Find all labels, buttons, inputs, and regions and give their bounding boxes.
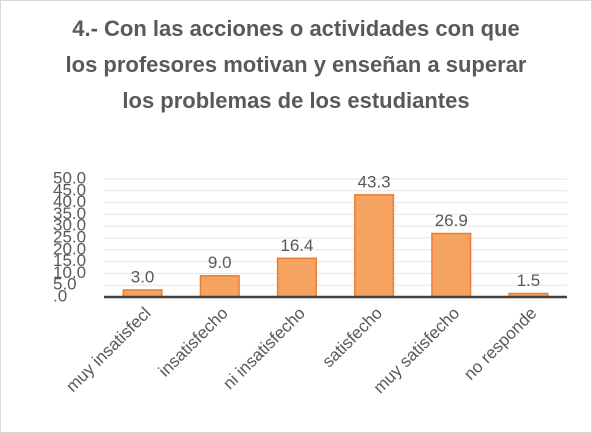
x-tick-label: muy insatisfecl [62,304,154,396]
data-label: 9.0 [208,253,232,272]
y-tick-label: 25.0 [53,227,86,246]
data-label: 3.0 [131,267,155,286]
data-label: 43.3 [358,172,391,191]
y-tick-label: 10.0 [53,263,86,282]
y-tick-label: 45.0 [53,180,86,199]
y-tick-label: 50.0 [53,168,86,187]
x-tick-label: satisfecho [319,304,387,372]
y-tick-label: 40.0 [53,192,86,211]
y-tick-label: 30.0 [53,216,86,235]
data-label: 26.9 [435,211,468,230]
bar [276,257,317,298]
bar [431,232,472,298]
y-tick-label: 5.0 [53,275,77,294]
y-tick-label: 15.0 [53,251,86,270]
data-label: 1.5 [517,271,541,290]
y-tick-label: 20.0 [53,239,86,258]
bar [354,194,395,298]
y-tick-label: 35.0 [53,204,86,223]
x-tick-label: insatisfecho [155,304,232,381]
chart-title: 4.- Con las acciones o actividades con q… [65,16,527,113]
x-tick-label: no responde [460,304,540,384]
bar [199,275,240,298]
x-tick-label: ni insatisfecho [219,304,309,394]
data-label: 16.4 [280,236,313,255]
y-tick-label: .0 [53,286,67,305]
